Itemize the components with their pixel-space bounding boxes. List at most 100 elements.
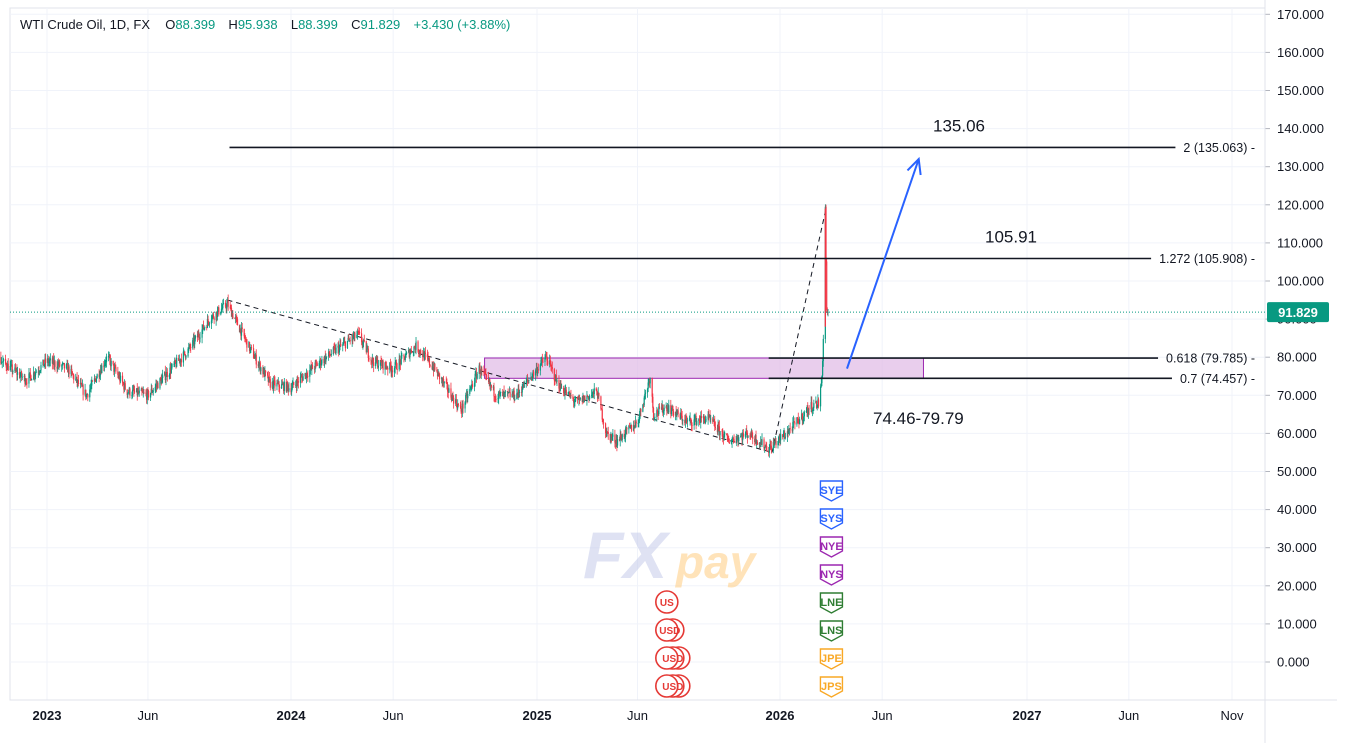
candle-body xyxy=(311,365,313,370)
candle-body xyxy=(788,430,790,434)
time-axis: 2023 Jun 2024 Jun 2025 Jun 2026 Jun 2027 Jun Nov xyxy=(10,699,1337,723)
candle-body xyxy=(218,307,220,315)
candle-body xyxy=(684,418,687,423)
event-marker-sys[interactable]: SYS xyxy=(819,508,844,530)
event-marker-usd[interactable]: USD xyxy=(655,674,691,698)
candle-body xyxy=(49,360,51,362)
candle-body xyxy=(718,425,720,427)
event-marker-nys[interactable]: NYS xyxy=(819,564,844,586)
candle-body xyxy=(652,407,655,419)
candle-body xyxy=(690,420,693,426)
candle-body xyxy=(212,314,214,317)
candle-body xyxy=(273,380,275,389)
candle-body xyxy=(43,364,45,366)
candle-body xyxy=(670,410,673,415)
candle-body xyxy=(273,380,275,381)
candle-body xyxy=(764,445,766,448)
candle-body xyxy=(250,347,252,349)
candle-body xyxy=(652,396,654,408)
candle-body xyxy=(82,385,84,395)
candle-body xyxy=(412,352,414,354)
fib-level-label: 2 (135.063) - xyxy=(1183,141,1255,155)
candle-body xyxy=(395,362,397,363)
candle-body xyxy=(414,347,416,350)
candle-body xyxy=(763,439,765,449)
candle-body xyxy=(385,366,388,369)
candle-body xyxy=(19,375,21,378)
candle-body xyxy=(152,391,154,393)
symbol-legend[interactable]: WTI Crude Oil, 1D, FX O88.399 H95.938 L8… xyxy=(20,17,510,32)
candle-body xyxy=(20,371,22,376)
x-tick-label: Nov xyxy=(1220,708,1244,723)
candle-body xyxy=(31,379,33,381)
open-value: 88.399 xyxy=(175,17,216,32)
candle-body xyxy=(204,327,206,329)
candle-body xyxy=(131,389,134,396)
candle-body xyxy=(100,370,102,374)
candle-body xyxy=(150,392,152,398)
event-marker-jpe[interactable]: JPE xyxy=(819,648,844,670)
current-price-badge xyxy=(1267,302,1329,323)
candle-body xyxy=(436,371,439,377)
candle-body xyxy=(761,439,763,445)
candle-body xyxy=(516,393,519,396)
candle-body xyxy=(616,439,619,446)
candle-body xyxy=(170,367,172,373)
y-tick-label: 30.000 xyxy=(1277,540,1317,555)
candle-body xyxy=(672,411,675,416)
candle-body xyxy=(498,391,500,399)
candle-body xyxy=(248,342,251,352)
candle-body xyxy=(399,358,401,361)
candle-body xyxy=(235,317,237,319)
candle-body xyxy=(621,434,623,441)
candle-body xyxy=(508,391,511,393)
candle-body xyxy=(815,400,817,404)
candle-body xyxy=(691,425,693,426)
watermark: FX pay xyxy=(583,518,758,592)
candle-body xyxy=(778,437,780,442)
candle-body xyxy=(348,339,351,341)
candle-body xyxy=(464,402,466,409)
event-marker-nye[interactable]: NYE xyxy=(819,536,844,558)
candle-body xyxy=(75,378,77,380)
candle-body xyxy=(428,358,431,365)
candle-body xyxy=(358,331,361,334)
candle-body xyxy=(268,377,270,382)
candle-body xyxy=(712,420,715,422)
event-marker-lns[interactable]: LNS xyxy=(819,620,844,642)
event-marker-us[interactable]: US xyxy=(655,590,679,614)
candle-body xyxy=(815,400,818,408)
candle-body xyxy=(699,420,701,423)
candle-body xyxy=(342,342,345,345)
candle-body xyxy=(709,414,711,419)
candle-body xyxy=(418,351,420,353)
candle-body xyxy=(150,388,152,393)
candle-body xyxy=(58,361,60,366)
candle-body xyxy=(377,365,379,368)
candle-body xyxy=(292,381,294,385)
candle-body xyxy=(456,404,458,409)
candle-body xyxy=(295,384,297,386)
candle-body xyxy=(479,373,482,375)
candle-body xyxy=(756,441,758,445)
candle-body xyxy=(465,394,467,403)
event-marker-usd[interactable]: USD xyxy=(655,618,685,642)
candle-body xyxy=(787,431,789,434)
event-marker-usd[interactable]: USD xyxy=(655,646,691,670)
event-marker-lne[interactable]: LNE xyxy=(819,592,844,614)
candle-body xyxy=(59,361,61,367)
candle-body xyxy=(323,358,325,363)
candle-body xyxy=(33,372,35,380)
candle-body xyxy=(485,374,488,378)
candle-body xyxy=(121,375,124,383)
candle-body xyxy=(432,367,434,370)
candle-body xyxy=(448,388,450,393)
candle-body xyxy=(661,404,663,410)
candle-body xyxy=(54,361,56,367)
event-marker-jps[interactable]: JPS xyxy=(819,676,844,698)
candle-body xyxy=(812,407,814,410)
candle-body xyxy=(344,341,347,349)
event-marker-sye[interactable]: SYE xyxy=(819,480,844,502)
candle-body xyxy=(765,445,767,447)
